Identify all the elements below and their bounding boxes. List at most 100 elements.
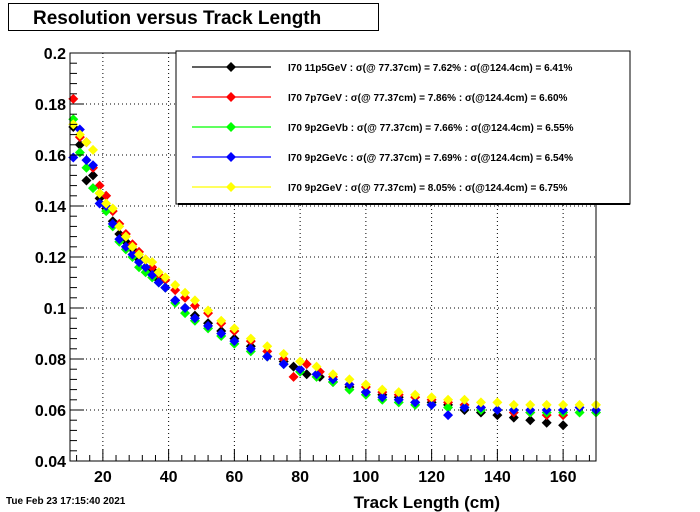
y-tick-label: 0.18	[35, 97, 66, 114]
data-point	[344, 374, 355, 385]
y-tick-label: 0.04	[35, 454, 66, 471]
data-point	[81, 137, 92, 148]
y-tick-label: 0.1	[44, 301, 66, 318]
data-point	[229, 323, 240, 334]
y-tick-label: 0.06	[35, 403, 66, 420]
data-point	[101, 198, 112, 209]
axes-layer: 0.04 0.06 0.08 0.1 0.12 0.14 0.16 0.18 0.2 20 40 60…	[35, 46, 597, 512]
legend-entry-label: I70 9p2GeVc : σ(@ 77.37cm) = 7.69% : σ(@…	[288, 153, 573, 164]
data-point	[88, 183, 99, 194]
legend-marker	[226, 182, 236, 192]
data-point	[508, 399, 519, 410]
y-tick-label: 0.2	[44, 46, 66, 63]
x-tick-label: 20	[94, 469, 112, 486]
data-point	[426, 399, 437, 410]
data-point	[525, 399, 536, 410]
data-point	[574, 399, 585, 410]
x-tick-label: 120	[418, 469, 445, 486]
data-point	[541, 399, 552, 410]
data-point	[94, 188, 105, 199]
data-point	[410, 389, 421, 400]
data-point	[88, 160, 99, 171]
data-point	[147, 262, 158, 273]
data-point	[311, 361, 322, 372]
data-point	[492, 405, 503, 415]
data-point	[153, 277, 164, 288]
legend: I70 11p5GeV : σ(@ 77.37cm) = 7.62% : σ(@…	[175, 50, 631, 205]
data-point	[170, 285, 181, 296]
data-point	[74, 129, 85, 140]
data-point	[120, 231, 131, 242]
data-point	[492, 397, 503, 408]
legend-marker	[226, 62, 236, 72]
legend-marker	[226, 152, 236, 162]
data-point	[134, 249, 145, 260]
data-point	[459, 402, 470, 413]
data-point	[189, 300, 200, 311]
data-point	[262, 351, 273, 362]
data-point	[203, 320, 214, 331]
data-point	[278, 354, 289, 364]
legend-entry-label: I70 11p5GeV : σ(@ 77.37cm) = 7.62% : σ(@…	[288, 63, 573, 74]
data-point	[147, 257, 158, 268]
data-point	[81, 155, 92, 166]
data-point	[426, 392, 437, 403]
y-tick-label: 0.12	[35, 250, 66, 267]
data-point	[203, 305, 214, 316]
data-point	[541, 405, 552, 415]
legend-entry-label: I70 9p2GeVb : σ(@ 77.37cm) = 7.66% : σ(@…	[288, 123, 574, 134]
data-point	[295, 364, 306, 375]
x-tick-label: 60	[225, 469, 243, 486]
data-point	[278, 348, 289, 359]
y-tick-label: 0.16	[35, 148, 66, 165]
data-point	[160, 272, 171, 283]
data-point	[508, 412, 519, 423]
data-point	[170, 280, 181, 291]
legend-marker	[226, 122, 236, 132]
data-point	[492, 410, 503, 421]
data-point	[229, 336, 240, 347]
data-point	[574, 407, 585, 418]
data-point	[360, 379, 371, 390]
data-point	[558, 405, 569, 415]
data-point	[140, 262, 151, 273]
data-point	[74, 124, 85, 135]
data-point	[475, 397, 486, 408]
data-point	[459, 394, 470, 405]
data-point	[68, 114, 79, 125]
timestamp: Tue Feb 23 17:15:40 2021	[6, 496, 126, 507]
y-tick-label: 0.14	[35, 199, 66, 216]
series-4	[68, 119, 601, 410]
data-point	[81, 175, 92, 186]
series-3	[68, 124, 601, 421]
x-tick-label: 160	[550, 469, 577, 486]
legend-entry-label: I70 9p2GeV : σ(@ 77.37cm) = 8.05% : σ(@1…	[288, 183, 568, 194]
data-point	[180, 287, 191, 298]
data-point	[377, 392, 388, 403]
data-point	[262, 346, 273, 357]
data-point	[88, 144, 99, 155]
data-point	[245, 333, 256, 344]
x-tick-label: 140	[484, 469, 511, 486]
data-point	[541, 417, 552, 428]
data-point	[288, 371, 299, 382]
data-point	[120, 241, 131, 252]
data-point	[475, 402, 486, 413]
chart-title-box: Resolution versus Track Length	[8, 3, 379, 31]
data-point	[170, 295, 181, 306]
data-point	[328, 369, 338, 380]
data-point	[278, 359, 289, 370]
data-point	[525, 415, 536, 426]
data-point	[262, 341, 273, 352]
data-point	[525, 405, 536, 415]
data-point	[189, 295, 200, 306]
data-point	[360, 387, 371, 398]
data-point	[295, 356, 306, 367]
data-point	[180, 303, 191, 313]
data-point	[68, 93, 79, 104]
data-point	[88, 170, 99, 181]
data-point	[443, 394, 454, 405]
legend-marker	[226, 92, 236, 102]
data-point	[216, 315, 227, 326]
